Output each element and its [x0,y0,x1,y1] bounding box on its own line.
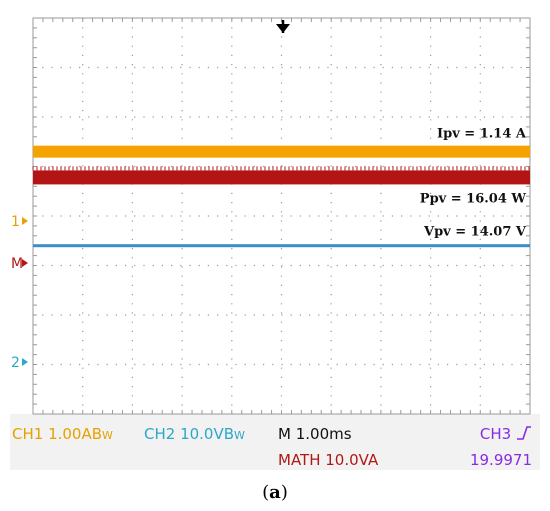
channel-marker: 1 [11,214,28,230]
timebase: M 1.00ms [278,425,352,443]
channel-marker-arrow [22,259,28,268]
trigger-level: 19.9971 [469,451,532,469]
trace-ppv-ripple [32,166,530,171]
measurement-label: Ipv = 1.14 A [437,127,527,142]
measurement-label: Vpv = 14.07 V [423,225,527,240]
channel-marker-arrow [22,358,28,367]
trigger-source: CH3 [480,425,532,443]
scope-plot: 1 M 2 Ipv = 1.14 A Ppv = 16.04 W Vpv = 14.07… [0,0,550,480]
channel-marker-label: 2 [11,355,20,371]
ch2-scale: CH2 10.0VBW [144,425,245,443]
status-bar-background [10,414,540,470]
channel-marker: 2 [11,355,28,371]
rising-edge-icon [517,426,531,440]
figure-caption: (a) [262,482,288,503]
trace-vpv [33,244,530,248]
oscilloscope-screen: 1 M 2 Ipv = 1.14 A Ppv = 16.04 W Vpv = 14.07… [0,0,550,480]
traces [32,145,530,248]
trigger-position-icon [276,20,290,33]
channel-marker-arrow [22,216,28,225]
ch1-scale: CH1 1.00ABW [12,425,113,443]
measurement-label: Ppv = 16.04 W [420,191,527,206]
channel-marker-label: 1 [11,214,20,230]
trace-ipv [33,145,530,158]
channel-marker-label: M [11,256,23,272]
measurement-labels: Ipv = 1.14 A Ppv = 16.04 W Vpv = 14.07 V [420,127,527,240]
trace-ppv [33,170,530,185]
math-scale: MATH 10.0VA [278,451,379,469]
channel-markers: 1 M 2 [11,214,28,371]
plot-background [0,0,550,480]
channel-marker: M [11,256,28,272]
